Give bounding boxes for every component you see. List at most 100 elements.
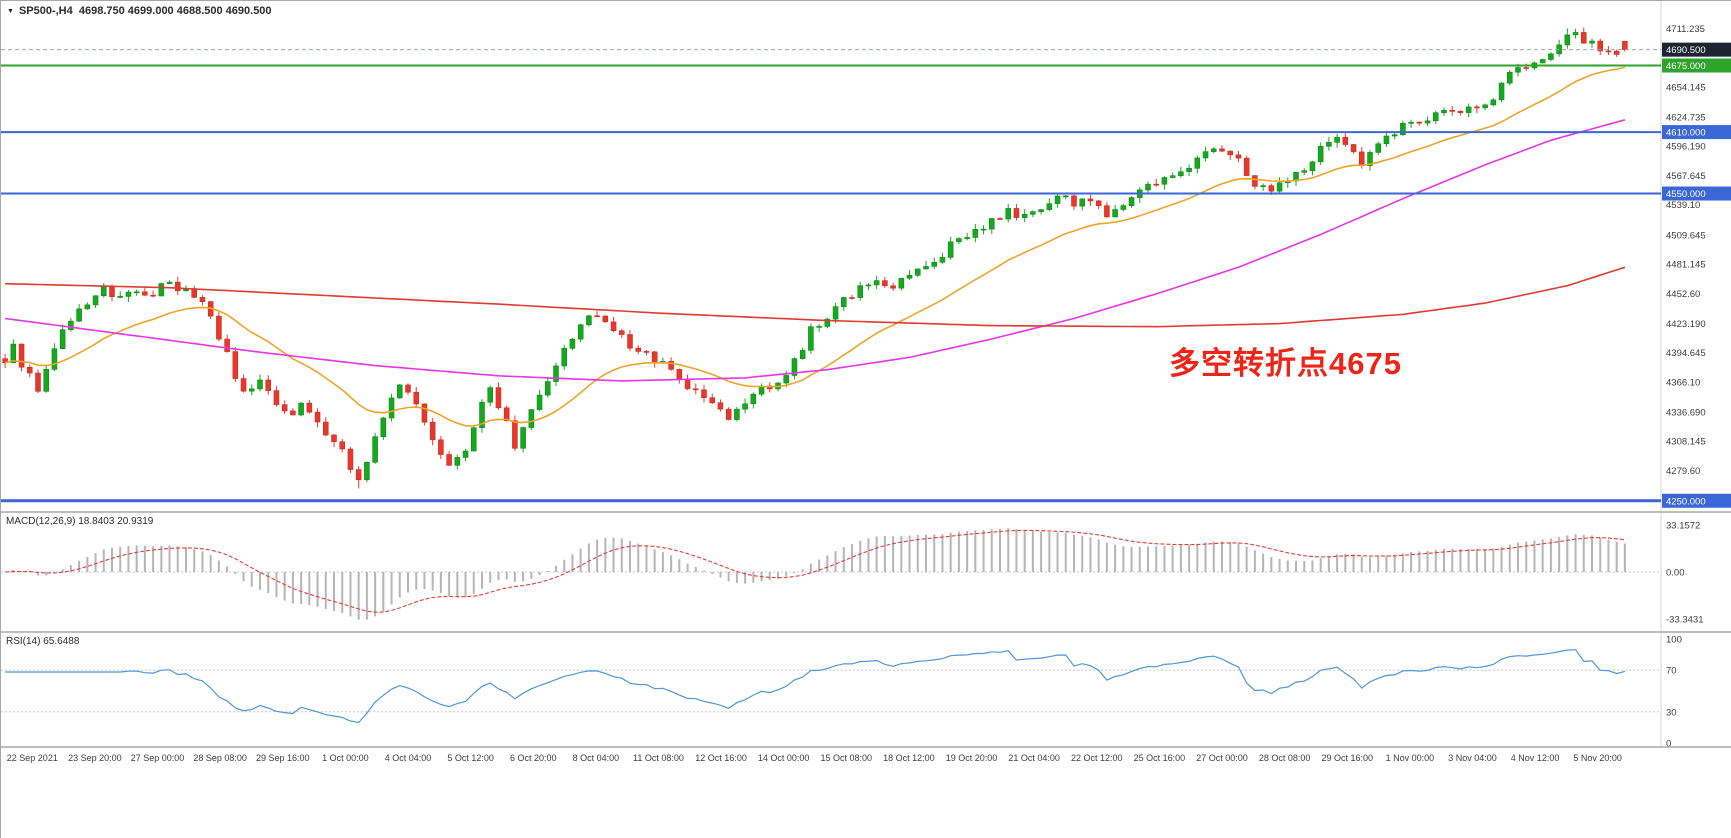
price-scale[interactable]: 4711.235 4654.145 4624.735 4596.190 4567.645… (1666, 24, 1706, 477)
candle-body (364, 461, 370, 481)
time-label: 23 Sep 20:00 (68, 753, 122, 763)
time-label: 19 Oct 20:00 (946, 753, 998, 763)
candle-body (503, 407, 510, 421)
rsi-scale[interactable]: 100 70 30 0 (1666, 635, 1682, 750)
candle-body (323, 421, 329, 436)
macd-scale[interactable]: 33.1572 0.00 -33.3431 (1666, 521, 1704, 626)
candle-body (947, 241, 954, 258)
candle-body (43, 369, 49, 392)
hlines-layer[interactable] (1, 49, 1661, 503)
candle-body (1350, 144, 1357, 153)
candle-body (668, 361, 674, 370)
candle-body (1252, 175, 1258, 187)
candle-body (1498, 82, 1505, 101)
time-label: 8 Oct 04:00 (573, 753, 620, 763)
time-label: 11 Oct 08:00 (633, 753, 684, 763)
svg-text:0: 0 (1666, 739, 1671, 750)
candle-body (956, 238, 962, 243)
candle-body (799, 350, 806, 359)
time-label: 4 Oct 04:00 (385, 753, 432, 763)
svg-text:70: 70 (1666, 666, 1677, 677)
candle-body (1030, 211, 1036, 215)
candle-body (1605, 50, 1612, 53)
candle-body (1457, 111, 1464, 113)
candle-body (602, 315, 609, 323)
candle-body (1367, 152, 1373, 166)
candle-body (1507, 71, 1513, 84)
time-label: 22 Sep 2021 (7, 753, 58, 763)
candle-body (882, 280, 888, 287)
candle-body (849, 297, 855, 299)
symbol-marker-icon[interactable]: ▼ (7, 7, 14, 15)
svg-text:4509.645: 4509.645 (1666, 230, 1706, 241)
candle-body (101, 285, 107, 297)
candle-body (1342, 136, 1349, 145)
candle-body (462, 450, 469, 458)
candle-body (512, 420, 518, 449)
candle-body (906, 275, 913, 279)
time-label: 1 Nov 00:00 (1386, 753, 1435, 763)
candle-body (816, 326, 822, 328)
candle-body (1194, 157, 1201, 169)
candle-body (1441, 109, 1447, 113)
candle-body (750, 393, 757, 405)
candle-body (553, 365, 559, 382)
candle-body (471, 427, 477, 452)
candle-body (413, 391, 419, 405)
candle-body (561, 348, 567, 367)
candle-body (1572, 32, 1579, 36)
macd-signal-line (5, 529, 1625, 613)
candle-body (1400, 123, 1406, 136)
candle-body (18, 343, 25, 368)
candle-body (1334, 136, 1340, 143)
rsi-indicator-label: RSI(14) 65.6488 (6, 636, 80, 647)
candle-body (1539, 59, 1546, 64)
candle-body (1128, 197, 1135, 206)
svg-text:4452.60: 4452.60 (1666, 289, 1700, 300)
candle-body (347, 448, 354, 470)
candle-body (68, 320, 74, 330)
ma-fast-line (4, 66, 1626, 427)
candle-body (109, 285, 115, 297)
svg-text:4279.60: 4279.60 (1666, 466, 1700, 477)
candle-body (701, 389, 707, 399)
chart-ohlc-header: ▼ SP500-,H4 4698.750 4699.000 4688.500 4… (7, 5, 272, 17)
candle-body (1597, 40, 1603, 52)
svg-text:4539.10: 4539.10 (1666, 200, 1700, 211)
time-label: 29 Oct 16:00 (1321, 753, 1373, 763)
price-badge: 4690.500 (1662, 42, 1731, 57)
macd-histogram (12, 528, 1626, 620)
candle-body (429, 421, 436, 441)
candle-body (980, 228, 987, 231)
candle-body (1219, 148, 1225, 152)
candle-body (923, 266, 929, 270)
candle-body (479, 401, 485, 429)
svg-text:4690.500: 4690.500 (1666, 45, 1706, 56)
candle-body (520, 427, 526, 449)
candle-body (742, 403, 748, 410)
time-label: 27 Oct 00:00 (1196, 753, 1248, 763)
svg-text:4550.000: 4550.000 (1666, 189, 1706, 200)
candle-body (339, 441, 345, 450)
time-axis[interactable]: 22 Sep 2021 23 Sep 20:00 27 Sep 00:00 28 Se… (7, 753, 1622, 763)
time-label: 28 Sep 08:00 (193, 753, 247, 763)
svg-text:4250.000: 4250.000 (1666, 496, 1706, 507)
candle-body (684, 378, 691, 390)
candle-body (1054, 195, 1061, 204)
turning-point-annotation: 多空转折点4675 (1169, 346, 1402, 381)
candle-body (989, 218, 995, 230)
candle-body (273, 390, 280, 405)
candle-body (651, 351, 658, 363)
candle-body (380, 417, 387, 437)
candle-body (577, 324, 584, 340)
candle-body (150, 294, 156, 297)
candle-body (265, 379, 271, 391)
candle-body (59, 329, 66, 350)
macd-indicator-label: MACD(12,26,9) 18.8403 20.9319 (6, 516, 154, 527)
candle-body (1038, 209, 1044, 212)
candle-body (487, 387, 493, 403)
candle-body (1046, 203, 1053, 210)
candle-body (1243, 157, 1250, 176)
svg-text:4366.10: 4366.10 (1666, 377, 1700, 388)
